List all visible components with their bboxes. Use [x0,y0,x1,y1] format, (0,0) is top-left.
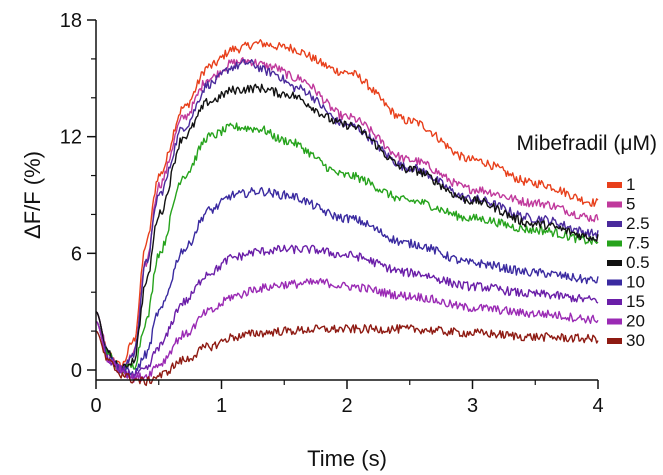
y-tick-label: 0 [71,360,82,382]
series-line-7.5 [95,122,599,374]
y-tick-label: 18 [60,10,82,32]
series-line-1 [95,39,599,371]
legend-label-10: 10 [626,273,645,292]
legend-swatch-1 [607,182,622,188]
legend-label-30: 30 [626,331,645,350]
x-tick-label: 0 [90,395,101,417]
legend-swatch-2.5 [607,221,622,227]
series-line-20 [95,277,599,383]
legend-label-15: 15 [626,292,645,311]
y-tick-label: 6 [71,243,82,265]
series-layer [95,39,599,387]
legend-swatch-10 [607,279,622,286]
x-tick-label: 4 [592,395,603,417]
y-tick-label: 12 [60,127,82,149]
legend-swatch-30 [607,338,622,344]
x-tick-label: 1 [216,395,227,417]
legend-label-1: 1 [626,175,635,194]
legend-swatch-20 [607,318,622,325]
series-line-15 [95,244,599,379]
x-tick-label: 3 [467,395,478,417]
x-tick-label: 2 [341,395,352,417]
series-line-30 [95,324,599,387]
x-axis-title: Time (s) [307,446,387,471]
legend-swatch-7.5 [607,240,622,247]
series-line-0.5 [95,83,599,374]
legend-label-2.5: 2.5 [626,214,650,233]
y-axis-title: ΔF/F (%) [20,151,45,239]
legend-swatch-5 [607,201,622,208]
legend-title: Mibefradil (μM) [517,132,657,155]
legend-label-20: 20 [626,312,645,331]
series-line-5 [95,57,599,372]
legend-label-5: 5 [626,195,635,214]
series-line-10 [95,186,599,379]
legend-label-0.5: 0.5 [626,253,650,272]
legend-swatch-0.5 [607,260,622,266]
legend-swatch-15 [607,299,622,305]
legend-label-7.5: 7.5 [626,234,650,253]
